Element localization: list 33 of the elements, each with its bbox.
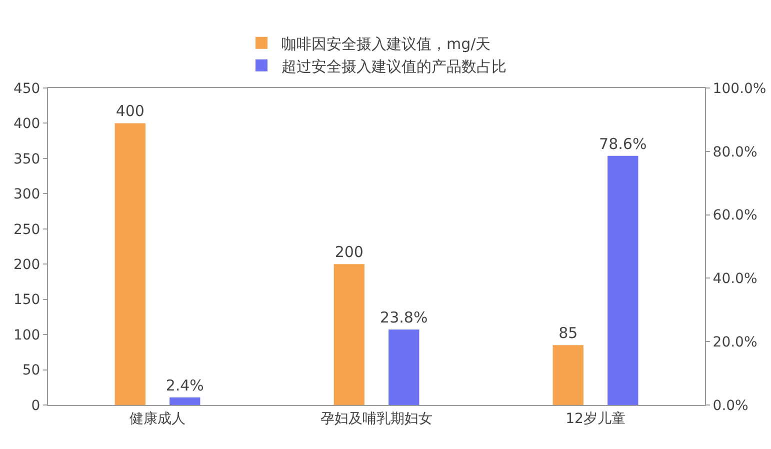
y-tick-label: 200	[13, 257, 40, 274]
bar	[552, 345, 584, 405]
y2-tick-label: 60.0%	[712, 208, 758, 224]
y2-tick-label: 100.0%	[712, 80, 766, 97]
x-tick-label: 12岁儿童	[566, 410, 626, 427]
y-tick-label: 400	[13, 116, 40, 132]
x-tick-label: 孕妇及哺乳期妇女	[320, 410, 432, 427]
y2-tick-label: 80.0%	[712, 144, 758, 160]
y-tick-label: 100	[13, 327, 40, 344]
y-tick-label: 50	[22, 362, 40, 379]
y2-tick-label: 0.0%	[712, 398, 748, 414]
y2-tick-label: 20.0%	[712, 334, 758, 350]
data-label: 400	[116, 102, 144, 120]
bar	[608, 156, 638, 405]
bar	[114, 123, 146, 405]
y-tick-label: 150	[13, 292, 40, 308]
legend-label: 超过安全摄入建议值的产品数占比	[282, 57, 506, 76]
bar	[388, 330, 420, 405]
bar	[334, 264, 364, 405]
y-tick-label: 350	[13, 151, 40, 168]
data-label: 85	[558, 324, 578, 342]
data-label: 2.4%	[166, 376, 204, 394]
bar	[170, 397, 200, 405]
x-tick-label: 健康成人	[130, 410, 186, 427]
data-label: 23.8%	[380, 308, 428, 327]
legend-label: 咖啡因安全摄入建议值，mg/天	[282, 34, 491, 53]
y-tick-label: 450	[13, 80, 40, 97]
y2-tick-label: 40.0%	[712, 271, 758, 288]
data-label: 78.6%	[599, 134, 647, 153]
y-tick-label: 0	[31, 398, 40, 414]
y-tick-label: 250	[13, 222, 40, 238]
y-tick-label: 300	[13, 186, 40, 203]
data-label: 200	[334, 243, 364, 262]
